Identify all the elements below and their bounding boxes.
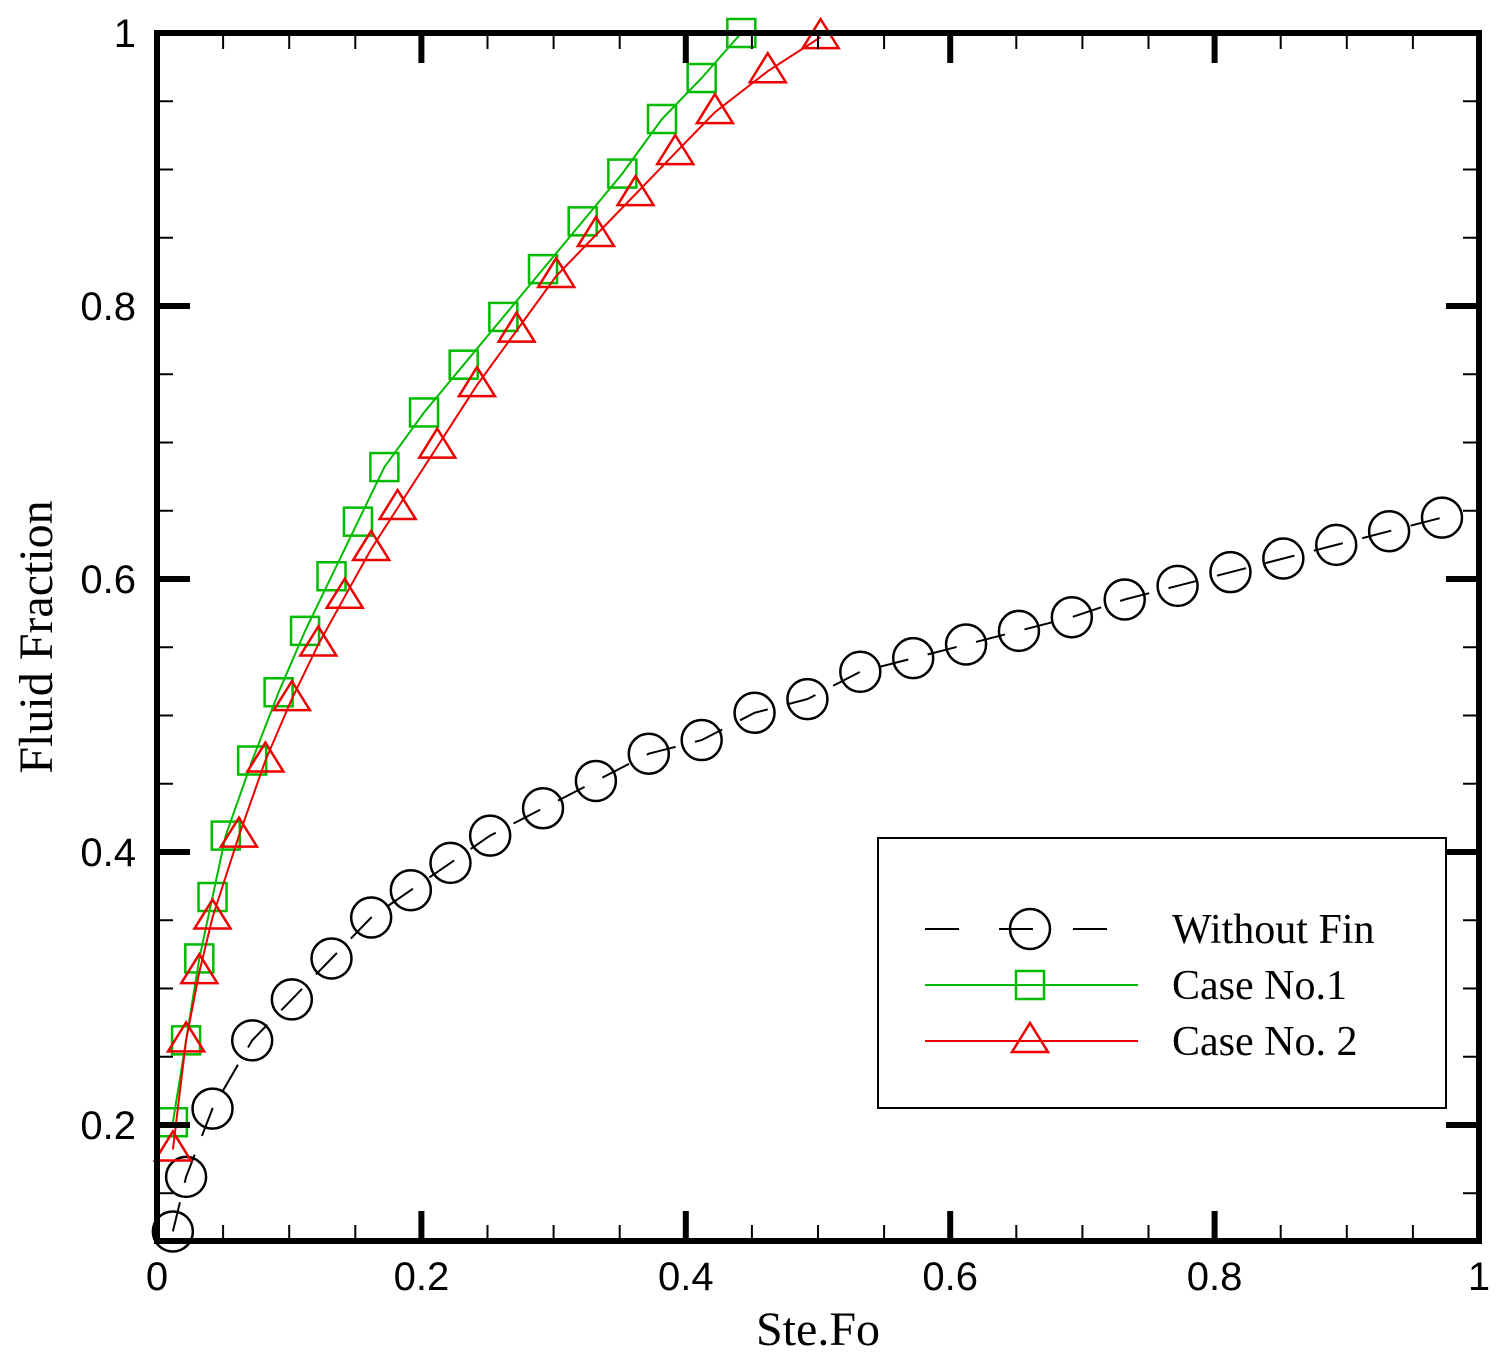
data-point-case-no-2 [417, 426, 458, 459]
y-tick-label: 0.2 [80, 1104, 136, 1148]
data-point-case-no-2 [615, 173, 656, 207]
legend-marker-case-no-2 [1009, 1020, 1051, 1054]
data-point-case-no-2 [747, 50, 789, 84]
series-line-case-no-2 [171, 36, 822, 1150]
data-point-without-fin [1367, 509, 1411, 553]
legend-label-case-1: Case No.1 [1172, 963, 1347, 1009]
data-point-case-no-2 [496, 310, 537, 343]
data-point-case-no-2 [165, 1019, 207, 1053]
data-point-case-no-1 [448, 349, 479, 380]
data-point-without-fin [627, 732, 671, 775]
data-point-case-no-1 [488, 301, 519, 333]
x-tick-label: 0.8 [1187, 1255, 1243, 1299]
y-tick-label: 0.4 [80, 831, 136, 875]
data-point-case-no-1 [316, 561, 347, 592]
legend-marker-case-no-1 [1014, 969, 1046, 1001]
data-point-case-no-2 [324, 576, 365, 609]
data-point-without-fin [270, 978, 314, 1021]
data-point-without-fin [349, 896, 393, 939]
data-point-without-fin [1262, 537, 1305, 580]
data-point-case-no-2 [179, 951, 220, 985]
data-point-without-fin [680, 718, 723, 762]
legend-label-without-fin: Without Fin [1172, 907, 1375, 953]
data-point-case-no-1 [527, 253, 559, 285]
plot-frame [154, 30, 1482, 1244]
data-point-case-no-2 [694, 91, 736, 125]
data-point-without-fin [574, 759, 618, 803]
data-point-case-no-1 [607, 158, 638, 189]
data-point-case-no-2 [456, 364, 498, 398]
data-point-case-no-1 [342, 506, 374, 537]
data-point-case-no-1 [646, 103, 678, 135]
x-tick-label: 0.2 [394, 1255, 450, 1299]
data-point-without-fin [191, 1087, 234, 1130]
data-point-without-fin [733, 691, 776, 735]
x-tick-label: 0.6 [922, 1255, 978, 1299]
legend-marker-without-fin [1008, 907, 1052, 951]
data-point-without-fin [944, 623, 988, 666]
data-point-case-no-2 [245, 740, 286, 773]
data-point-case-no-1 [263, 677, 294, 708]
data-point-case-no-2 [152, 1129, 194, 1162]
legend-box [877, 837, 1447, 1109]
data-point-without-fin [429, 841, 472, 885]
data-point-without-fin [786, 677, 829, 721]
axis-layer: 0 0.2 0.4 0.6 0.8 1 0.2 0.4 0.6 0.8 1 [80, 12, 1490, 1299]
x-tick-label: 1 [1468, 1255, 1490, 1299]
series-without-fin [151, 496, 1464, 1253]
data-point-without-fin [1420, 496, 1464, 539]
data-point-without-fin [164, 1155, 208, 1199]
series-case-no-2 [152, 16, 841, 1162]
x-axis-title: Ste.Fo [756, 1303, 880, 1356]
y-tick-label: 0.6 [80, 558, 136, 602]
data-point-case-no-2 [218, 815, 260, 848]
data-point-case-no-2 [298, 624, 339, 657]
data-point-case-no-1 [567, 206, 598, 237]
data-point-case-no-1 [686, 62, 717, 94]
data-point-without-fin [997, 609, 1041, 653]
series-line-case-no-1 [171, 32, 743, 1123]
data-point-case-no-2 [535, 255, 577, 289]
y-tick-label: 1 [114, 12, 136, 56]
data-point-without-fin [310, 937, 353, 980]
series-case-no-1 [157, 17, 757, 1138]
y-tick-label: 0.8 [80, 285, 136, 329]
x-tick-label: 0 [146, 1255, 168, 1299]
y-axis-title: Fluid Fraction [10, 500, 63, 773]
data-point-case-no-2 [654, 132, 696, 166]
data-point-without-fin [1209, 550, 1252, 594]
data-point-without-fin [891, 636, 935, 680]
data-point-case-no-1 [289, 615, 321, 647]
data-point-without-fin [1103, 578, 1146, 621]
data-point-case-no-2 [377, 487, 418, 521]
data-point-without-fin [839, 650, 882, 694]
data-point-case-no-2 [192, 897, 233, 930]
data-point-without-fin [1156, 564, 1199, 608]
data-point-without-fin [1314, 523, 1358, 567]
data-point-case-no-1 [369, 451, 400, 483]
x-tick-label: 0.4 [658, 1255, 714, 1299]
data-point-without-fin [1050, 595, 1094, 639]
data-point-case-no-1 [408, 397, 440, 428]
data-point-without-fin [230, 1019, 274, 1062]
data-point-case-no-2 [271, 678, 313, 712]
data-point-without-fin [151, 1210, 195, 1253]
data-point-case-no-1 [170, 1025, 202, 1056]
legend-label-case-2: Case No. 2 [1172, 1019, 1357, 1065]
legend-samples [925, 907, 1138, 1054]
data-point-without-fin [521, 787, 565, 830]
data-point-case-no-2 [575, 214, 617, 248]
data-point-without-fin [389, 868, 433, 912]
data-point-without-fin [468, 814, 512, 857]
data-point-case-no-1 [197, 881, 228, 913]
data-point-case-no-2 [350, 528, 392, 562]
legend: Without Fin Case No.1 Case No. 2 [877, 837, 1447, 1109]
